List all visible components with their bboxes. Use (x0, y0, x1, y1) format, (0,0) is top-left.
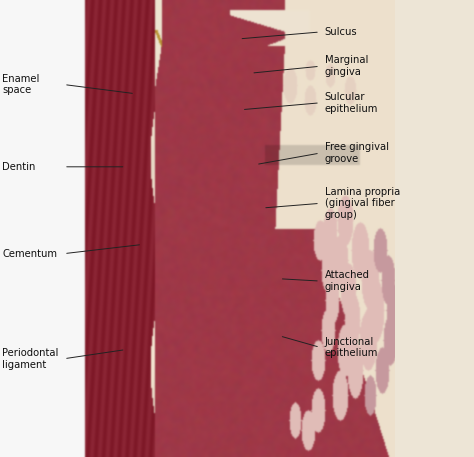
Text: Dentin: Dentin (2, 162, 36, 172)
Text: Periodontal
ligament: Periodontal ligament (2, 348, 59, 370)
Text: Marginal
gingiva: Marginal gingiva (325, 55, 368, 77)
Text: Lamina propria
(gingival fiber
group): Lamina propria (gingival fiber group) (325, 187, 400, 220)
Text: Enamel
space: Enamel space (2, 74, 40, 96)
Text: Cementum: Cementum (2, 249, 57, 259)
Text: Attached
gingiva: Attached gingiva (325, 270, 370, 292)
Text: Sulcus: Sulcus (325, 27, 357, 37)
Text: Sulcular
epithelium: Sulcular epithelium (325, 92, 378, 114)
Text: Junctional
epithelium: Junctional epithelium (325, 336, 378, 358)
Text: Free gingival
groove: Free gingival groove (325, 142, 389, 164)
